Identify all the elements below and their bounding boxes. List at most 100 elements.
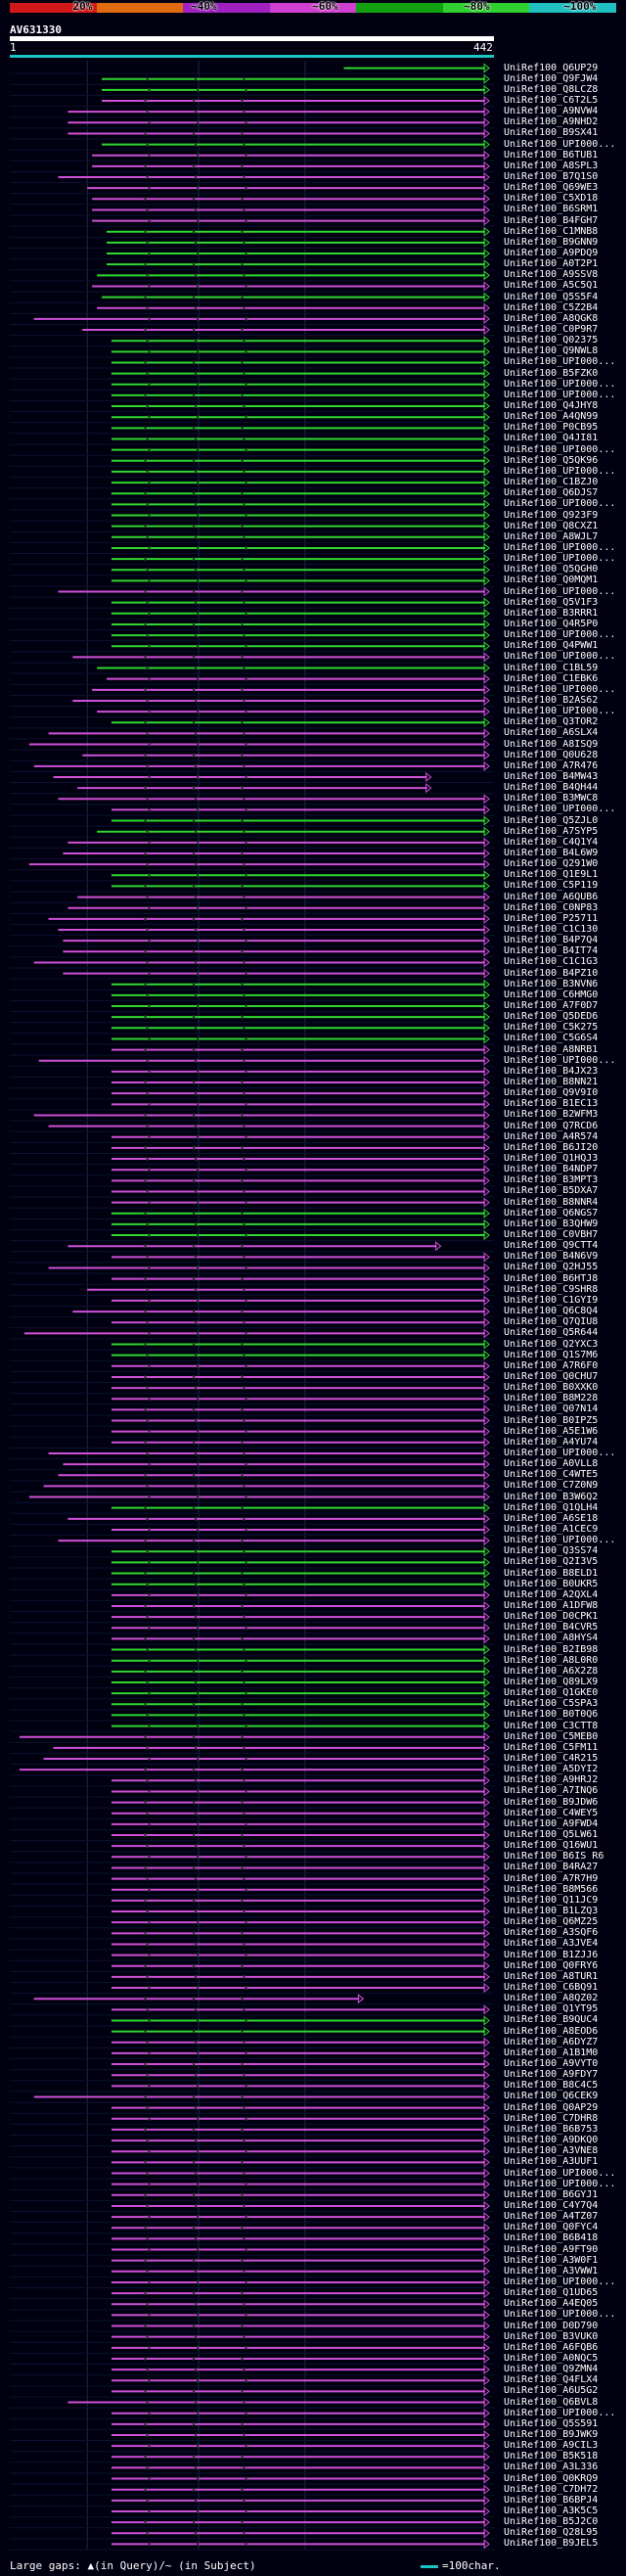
hit-label[interactable]: UniRef100_B5K518 [504, 2451, 599, 2462]
hit-label[interactable]: UniRef100_B9JEL5 [504, 2538, 599, 2550]
hit-alignment[interactable] [111, 2146, 490, 2157]
hit-alignment[interactable] [111, 2321, 490, 2331]
hit-label[interactable]: UniRef100_B9QUC4 [504, 2014, 599, 2026]
hit-label[interactable]: UniRef100_B2WFM3 [504, 1109, 599, 1121]
hit-alignment[interactable] [111, 2037, 490, 2047]
hit-alignment[interactable] [58, 1536, 490, 1546]
hit-alignment[interactable] [111, 1502, 490, 1513]
hit-alignment[interactable] [111, 2310, 490, 2321]
hit-label[interactable]: UniRef100_B0IPZ5 [504, 1414, 599, 1426]
hit-alignment[interactable] [111, 619, 490, 629]
hit-label[interactable]: UniRef100_Q0CHU7 [504, 1370, 599, 1382]
hit-alignment[interactable] [111, 2244, 490, 2255]
hit-label[interactable]: UniRef100_D0D790 [504, 2320, 599, 2331]
hit-alignment[interactable] [111, 2539, 490, 2550]
hit-alignment[interactable] [111, 423, 490, 434]
hit-label[interactable]: UniRef100_A2QXL4 [504, 1588, 599, 1600]
hit-alignment[interactable] [102, 292, 490, 302]
hit-label[interactable]: UniRef100_B5DXA7 [504, 1185, 599, 1197]
hit-label[interactable]: UniRef100_Q9V9I0 [504, 1087, 599, 1099]
hit-alignment[interactable] [111, 2386, 490, 2397]
hit-label[interactable]: UniRef100_UPI000... [504, 378, 616, 390]
hit-label[interactable]: UniRef100_A7R6F0 [504, 1359, 599, 1371]
hit-alignment[interactable] [111, 979, 490, 989]
hit-alignment[interactable] [111, 2047, 490, 2058]
hit-alignment[interactable] [92, 150, 490, 161]
hit-alignment[interactable] [111, 1077, 490, 1088]
hit-alignment[interactable] [111, 1437, 490, 1448]
hit-label[interactable]: UniRef100_Q5QK96 [504, 454, 599, 466]
hit-label[interactable]: UniRef100_A9VYT0 [504, 2058, 599, 2070]
hit-label[interactable]: UniRef100_UPI000... [504, 389, 616, 400]
hit-alignment[interactable] [111, 1917, 490, 1928]
hit-alignment[interactable] [111, 1000, 490, 1012]
hit-alignment[interactable] [111, 641, 490, 652]
hit-label[interactable]: UniRef100_A9NVW4 [504, 106, 599, 117]
hit-alignment[interactable] [111, 989, 490, 1000]
hit-label[interactable]: UniRef100_A3L336 [504, 2461, 599, 2473]
hit-alignment[interactable] [58, 794, 490, 805]
hit-label[interactable]: UniRef100_Q5LW61 [504, 1829, 599, 1841]
hit-alignment[interactable] [111, 1088, 490, 1099]
hit-alignment[interactable] [343, 63, 490, 73]
hit-label[interactable]: UniRef100_C0VBH7 [504, 1229, 599, 1241]
hit-alignment[interactable] [111, 717, 490, 728]
hit-alignment[interactable] [111, 1371, 490, 1382]
hit-alignment[interactable] [102, 84, 490, 95]
hit-label[interactable]: UniRef100_A8HYS4 [504, 1633, 599, 1644]
hit-alignment[interactable] [111, 1383, 490, 1394]
hit-alignment[interactable] [111, 1252, 490, 1263]
hit-alignment[interactable] [67, 902, 490, 913]
hit-label[interactable]: UniRef100_C4Y7Q4 [504, 2199, 599, 2211]
hit-label[interactable]: UniRef100_A8TUR1 [504, 1970, 599, 1982]
hit-label[interactable]: UniRef100_B4L6W9 [504, 847, 599, 858]
hit-alignment[interactable] [111, 608, 490, 619]
hit-label[interactable]: UniRef100_A7R476 [504, 759, 599, 771]
hit-alignment[interactable] [67, 107, 490, 117]
hit-alignment[interactable] [111, 1873, 490, 1884]
hit-label[interactable]: UniRef100_B4N6V9 [504, 1251, 599, 1263]
hit-alignment[interactable] [111, 1154, 490, 1165]
hit-label[interactable]: UniRef100_P0CB95 [504, 422, 599, 434]
hit-label[interactable]: UniRef100_Q9NWL8 [504, 345, 599, 357]
hit-label[interactable]: UniRef100_UPI000... [504, 465, 616, 477]
hit-alignment[interactable] [107, 259, 490, 270]
hit-alignment[interactable] [111, 1404, 490, 1415]
hit-label[interactable]: UniRef100_Q1HQJ3 [504, 1153, 599, 1165]
hit-label[interactable]: UniRef100_A3JVE4 [504, 1938, 599, 1950]
hit-label[interactable]: UniRef100_Q4PWW1 [504, 640, 599, 652]
hit-alignment[interactable] [92, 684, 490, 695]
hit-label[interactable]: UniRef100_Q0AP29 [504, 2101, 599, 2113]
hit-alignment[interactable] [58, 586, 490, 597]
hit-label[interactable]: UniRef100_A4QN99 [504, 411, 599, 423]
hit-alignment[interactable] [111, 1131, 490, 1142]
hit-alignment[interactable] [111, 2004, 490, 2015]
hit-alignment[interactable] [63, 968, 490, 979]
hit-alignment[interactable] [111, 1230, 490, 1241]
hit-alignment[interactable] [28, 859, 490, 870]
hit-label[interactable]: UniRef100_Q3TOR2 [504, 716, 599, 728]
hit-alignment[interactable] [111, 2331, 490, 2342]
hit-alignment[interactable] [33, 1110, 490, 1121]
hit-label[interactable]: UniRef100_C1BL59 [504, 662, 599, 673]
hit-alignment[interactable] [111, 2484, 490, 2495]
hit-alignment[interactable] [111, 1775, 490, 1786]
hit-label[interactable]: UniRef100_Q0FRY6 [504, 1959, 599, 1971]
hit-alignment[interactable] [58, 171, 490, 183]
hit-alignment[interactable] [111, 815, 490, 826]
hit-alignment[interactable] [111, 1655, 490, 1666]
hit-alignment[interactable] [77, 783, 432, 794]
hit-label[interactable]: UniRef100_C5G6S4 [504, 1033, 599, 1044]
hit-label[interactable]: UniRef100_A8QZ02 [504, 1993, 599, 2004]
hit-alignment[interactable] [48, 1448, 490, 1458]
hit-alignment[interactable] [111, 2495, 490, 2506]
hit-label[interactable]: UniRef100_Q6NGS7 [504, 1207, 599, 1219]
hit-alignment[interactable] [111, 1829, 490, 1841]
hit-label[interactable]: UniRef100_Q5R644 [504, 1327, 599, 1339]
hit-alignment[interactable] [111, 1950, 490, 1960]
hit-alignment[interactable] [53, 1742, 490, 1753]
hit-alignment[interactable] [111, 1688, 490, 1699]
hit-alignment[interactable] [111, 1579, 490, 1589]
hit-label[interactable]: UniRef100_B1LZQ3 [504, 1906, 599, 1917]
hit-alignment[interactable] [111, 1623, 490, 1633]
